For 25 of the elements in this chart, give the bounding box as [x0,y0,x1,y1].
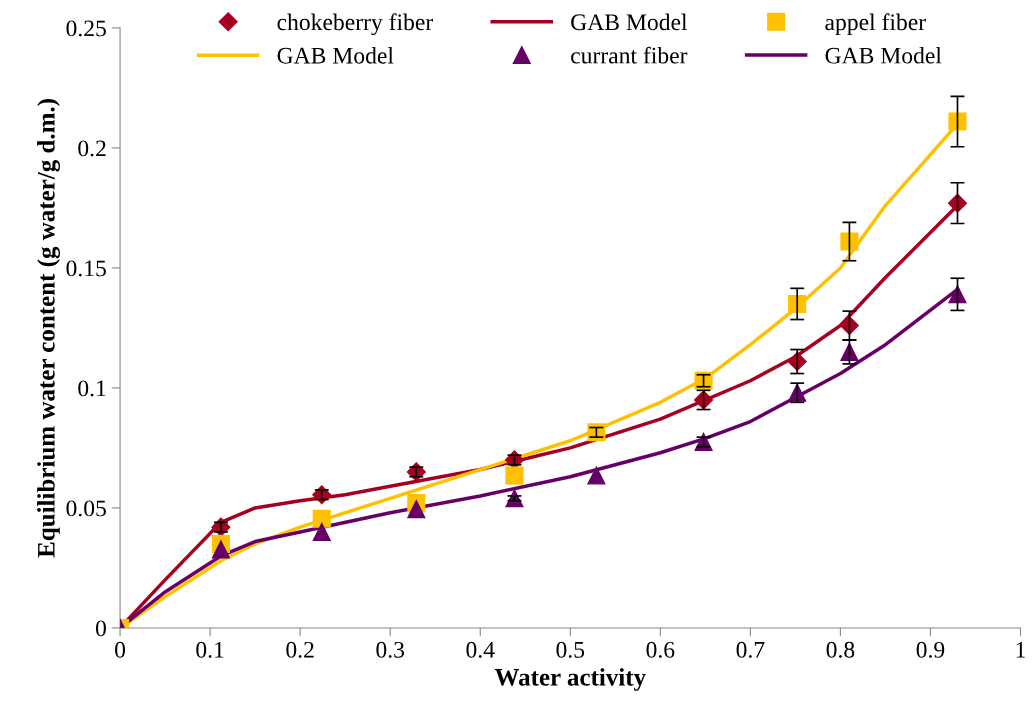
x-axis-title: Water activity [494,668,646,691]
x-tick-label: 0.8 [826,641,855,658]
y-axis-title: Equilibrium water content (g water/g d.m.) [37,99,60,558]
x-tick-label: 0.6 [646,641,675,658]
x-tick-label: 0.2 [286,641,314,658]
legend-label: GAB Model [825,46,942,64]
y-tick-label: 0.1 [78,380,106,397]
y-tick-label: 0.25 [66,20,106,37]
legend-label: GAB Model [277,47,394,64]
x-tick-label: 0.4 [466,641,495,658]
x-tick-label: 0.7 [736,641,765,658]
x-tick-label: 1 [1016,641,1025,658]
y-tick-label: 0 [95,620,106,637]
x-tick-label: 0.9 [916,641,945,658]
y-tick-label: 0.15 [66,260,106,277]
legend-label: chokeberry fiber [277,13,434,36]
x-tick-label: 0.5 [556,641,585,658]
x-tick-label: 0 [115,641,126,658]
x-tick-label: 0.3 [376,641,405,658]
y-tick-label: 0.2 [78,140,106,157]
legend-label: currant fiber [571,46,688,64]
x-tick-label: 0.1 [196,641,224,658]
legend-label: GAB Model [571,13,688,31]
legend-label: appel fiber [825,13,926,36]
y-tick-label: 0.05 [66,500,106,517]
